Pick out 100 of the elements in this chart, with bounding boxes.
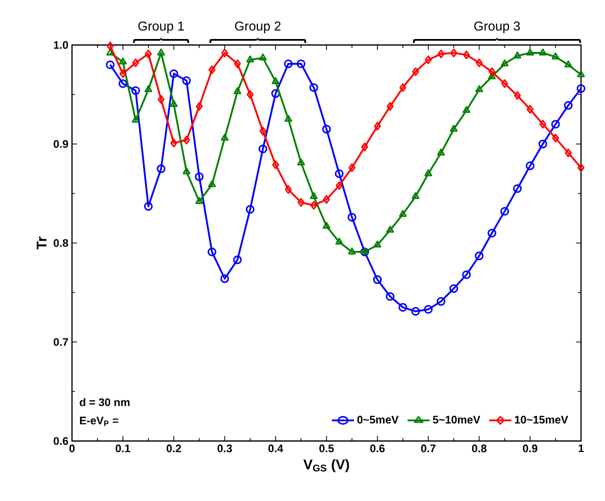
point xyxy=(195,197,204,204)
x-axis-title: V$_{GS}$ (V) xyxy=(303,459,349,472)
point xyxy=(500,59,509,66)
y-tick-label: 0.6 xyxy=(54,437,68,445)
point xyxy=(398,210,407,217)
point xyxy=(488,67,496,76)
point xyxy=(412,192,420,200)
point xyxy=(144,202,153,211)
point xyxy=(158,95,165,104)
point xyxy=(221,48,228,58)
point xyxy=(576,84,586,93)
point xyxy=(336,181,343,190)
point xyxy=(450,124,458,132)
x-tick-label: 0.4 xyxy=(268,444,284,452)
point xyxy=(144,50,152,58)
point xyxy=(538,48,547,56)
x-tick-label: 1 xyxy=(578,444,584,452)
point xyxy=(424,56,432,64)
point xyxy=(551,120,560,129)
point xyxy=(297,158,305,166)
text: Group 3 xyxy=(474,21,520,34)
point xyxy=(284,114,292,122)
point xyxy=(577,70,585,78)
point xyxy=(298,198,305,207)
point xyxy=(131,86,140,95)
point xyxy=(234,59,241,68)
point xyxy=(514,52,522,58)
point xyxy=(412,67,420,76)
point xyxy=(348,248,356,254)
point xyxy=(233,255,242,264)
point xyxy=(552,134,560,142)
point xyxy=(564,60,572,68)
point xyxy=(194,172,204,182)
point xyxy=(463,50,470,60)
point xyxy=(271,89,280,98)
point xyxy=(323,195,330,204)
point xyxy=(374,240,382,248)
point xyxy=(488,228,496,238)
point xyxy=(220,274,230,283)
point xyxy=(424,304,433,314)
point xyxy=(424,169,432,176)
point xyxy=(437,148,445,156)
point xyxy=(284,185,292,194)
point xyxy=(564,148,572,158)
text: Group 1 xyxy=(138,21,184,34)
point xyxy=(399,83,406,92)
point xyxy=(386,292,394,301)
point xyxy=(284,59,293,68)
point xyxy=(182,76,191,85)
point xyxy=(196,102,203,111)
legend-label: 5~10meV xyxy=(432,416,480,424)
point xyxy=(272,77,280,84)
point xyxy=(106,42,114,50)
point xyxy=(373,275,382,284)
point xyxy=(169,69,178,78)
x-tick-label: 0.7 xyxy=(421,444,436,452)
point xyxy=(500,206,510,216)
y-tick-label: 0.7 xyxy=(54,338,68,346)
point xyxy=(132,58,140,68)
point xyxy=(246,56,254,62)
point xyxy=(514,91,521,100)
point xyxy=(526,161,534,170)
point xyxy=(526,48,534,56)
point xyxy=(118,79,128,88)
y-tick-label: 0.9 xyxy=(54,140,68,148)
point xyxy=(310,192,318,200)
point xyxy=(564,101,573,110)
point xyxy=(539,120,546,129)
point xyxy=(132,116,140,123)
point xyxy=(208,248,216,256)
point xyxy=(309,83,318,92)
point xyxy=(361,142,368,152)
point xyxy=(246,204,255,214)
point xyxy=(474,252,484,260)
point xyxy=(182,167,190,174)
point xyxy=(436,297,446,306)
point xyxy=(476,58,483,68)
point xyxy=(398,303,408,312)
text: Group 2 xyxy=(235,21,281,34)
point xyxy=(462,270,471,280)
y-tick-label: 0.8 xyxy=(54,239,68,247)
point xyxy=(170,100,178,107)
point xyxy=(208,65,216,74)
point xyxy=(386,102,394,111)
point xyxy=(208,180,216,188)
point xyxy=(220,134,229,141)
point xyxy=(322,124,331,134)
point xyxy=(259,126,266,136)
point xyxy=(374,122,381,131)
point xyxy=(552,52,560,60)
point xyxy=(449,284,458,293)
point xyxy=(335,238,344,245)
point xyxy=(450,48,458,58)
point xyxy=(322,222,330,229)
x-tick-label: 0.6 xyxy=(370,444,385,452)
point xyxy=(234,87,242,94)
point xyxy=(386,226,394,233)
legend-label: 0~5meV xyxy=(357,416,399,424)
point xyxy=(438,50,444,58)
point xyxy=(170,138,178,148)
